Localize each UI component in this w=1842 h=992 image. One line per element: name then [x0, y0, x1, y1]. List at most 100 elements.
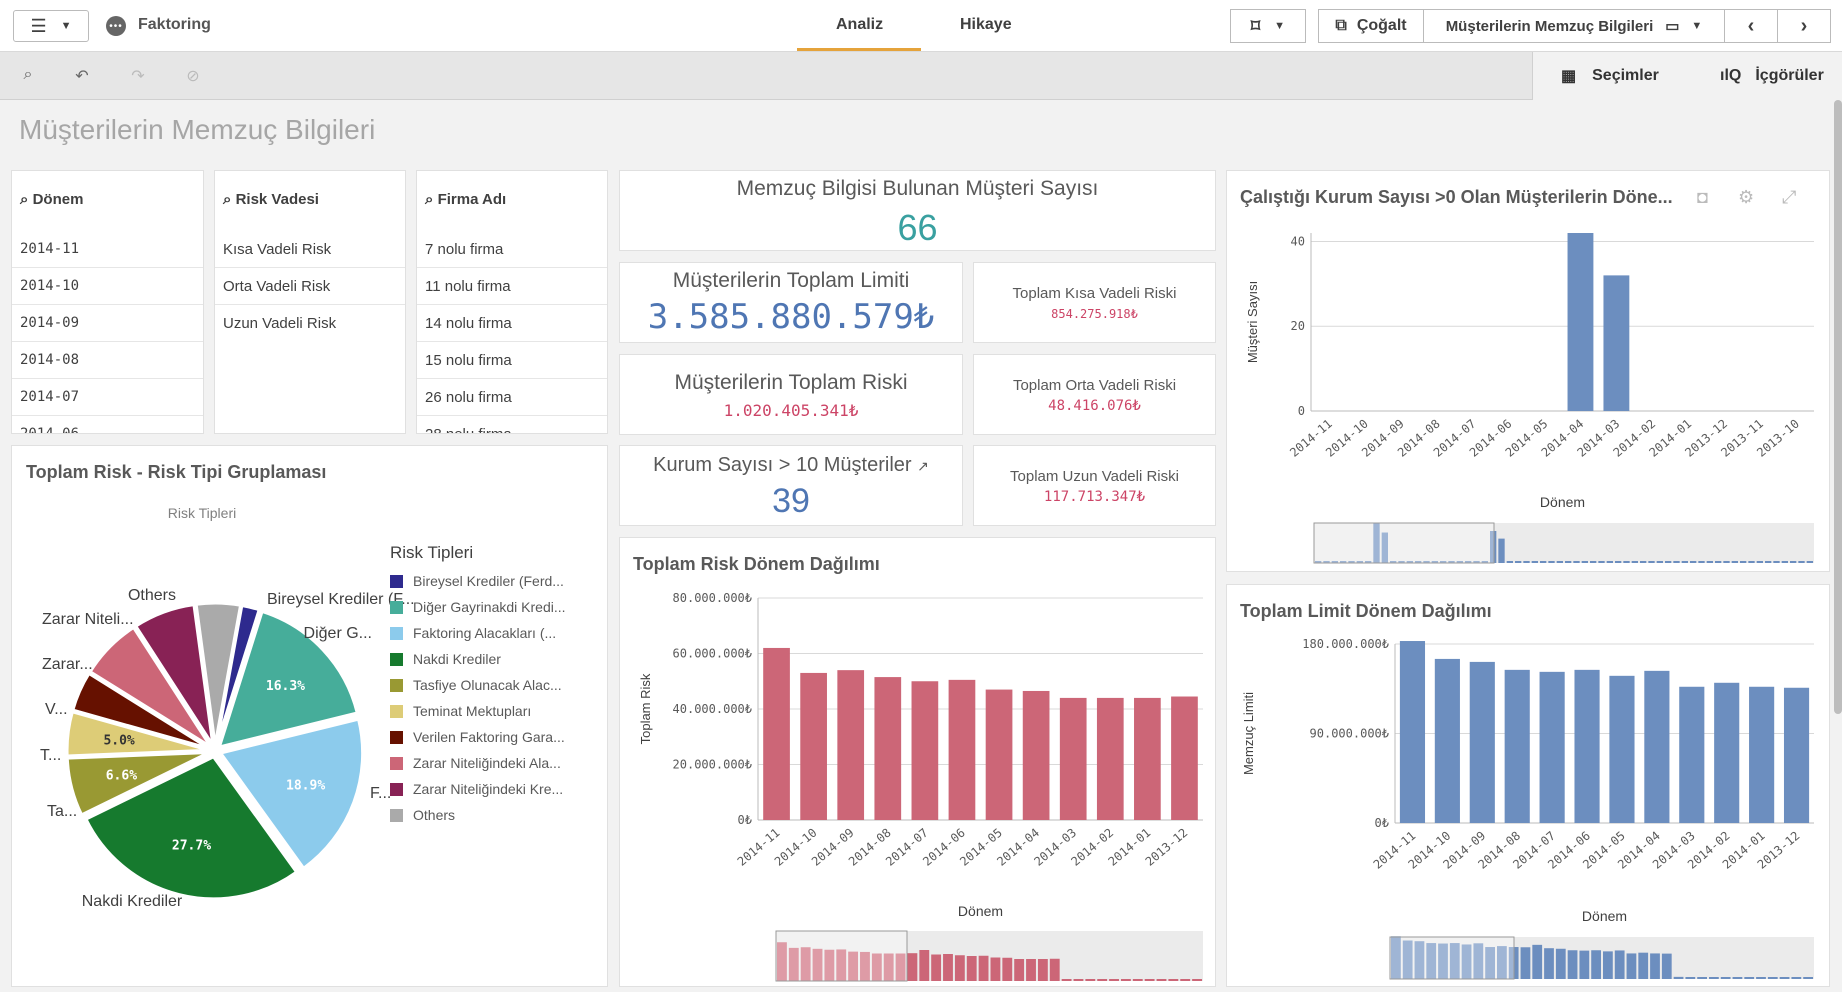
expand-icon[interactable]: ⤢ [1782, 187, 1797, 207]
pie-slice[interactable] [83, 754, 299, 901]
mini-chart-track[interactable] [1390, 937, 1814, 979]
legend-label[interactable]: Faktoring Alacakları (... [413, 625, 556, 641]
list-item[interactable]: 2014-11 [12, 231, 203, 268]
legend-label[interactable]: Diğer Gayrinakdi Kredi... [413, 599, 566, 615]
step-back-icon[interactable]: ↶ [75, 68, 89, 85]
risk-bar-chart[interactable]: 0₺ 20.000.000₺ 40.000.000₺ 60.000.000₺ 80.00… [620, 538, 1217, 988]
bar[interactable] [948, 679, 976, 820]
list-item[interactable]: 11 nolu firma [417, 268, 607, 305]
selections-button[interactable]: ▦ Seçimler [1532, 52, 1692, 100]
kpi-toplam-limit[interactable]: Müşterilerin Toplam Limiti 3.585.880.579… [619, 262, 963, 343]
bar[interactable] [1644, 670, 1670, 823]
limit-bar-chart[interactable]: 0₺90.000.000₺180.000.000₺2014-112014-102… [1227, 585, 1831, 988]
bar[interactable] [1783, 687, 1810, 823]
bar[interactable] [1749, 686, 1775, 823]
listbox-header[interactable]: ⌕ Risk Vadesi [223, 191, 319, 208]
previous-sheet-button[interactable]: ‹ [1724, 9, 1778, 43]
mini-chart-viewport[interactable] [1313, 522, 1495, 564]
bar[interactable] [1603, 275, 1630, 411]
listbox-firma-adi[interactable]: ⌕ Firma Adı 7 nolu firma 11 nolu firma 1… [416, 170, 608, 434]
legend-swatch[interactable] [390, 653, 403, 666]
legend-swatch[interactable] [390, 575, 403, 588]
bar[interactable] [800, 672, 827, 820]
bar[interactable] [985, 689, 1013, 820]
legend-label[interactable]: Nakdi Krediler [413, 651, 501, 667]
kpi-musteri-sayisi[interactable]: Memzuç Bilgisi Bulunan Müşteri Sayısı 66 [619, 170, 1216, 251]
legend-label[interactable]: Verilen Faktoring Gara... [413, 729, 565, 745]
list-item[interactable]: 26 nolu firma [417, 379, 607, 416]
limit-donem-panel[interactable]: Toplam Limit Dönem Dağılımı 0₺ 90.000.000… [1226, 584, 1830, 987]
risk-donem-panel[interactable]: Toplam Risk Dönem Dağılımı 0₺ 20.000.000₺… [619, 537, 1216, 987]
list-item[interactable]: Kısa Vadeli Risk [215, 231, 405, 268]
listbox-header[interactable]: ⌕ Dönem [20, 191, 83, 208]
list-item[interactable]: 14 nolu firma [417, 305, 607, 342]
legend-label[interactable]: Zarar Niteliğindeki Kre... [413, 781, 563, 797]
list-item[interactable]: Orta Vadeli Risk [215, 268, 405, 305]
list-item[interactable]: 2014-08 [12, 342, 203, 379]
pie-slice[interactable] [218, 717, 365, 871]
insights-button[interactable]: ılQ İçgörüler [1692, 52, 1842, 100]
bar[interactable] [1434, 658, 1460, 823]
bar[interactable] [1171, 696, 1198, 820]
bar[interactable] [1134, 697, 1161, 820]
external-link-icon[interactable]: ↗ [917, 458, 929, 474]
pie-slice[interactable] [88, 625, 212, 749]
listbox-header[interactable]: ⌕ Firma Adı [425, 191, 506, 208]
legend-swatch[interactable] [390, 809, 403, 822]
bar[interactable] [874, 677, 902, 820]
pie-slice[interactable] [194, 601, 243, 746]
legend-swatch[interactable] [390, 601, 403, 614]
smart-search-icon[interactable]: ⌕ [23, 66, 33, 83]
bar[interactable] [1679, 686, 1705, 823]
kpi-kisa-vadeli[interactable]: Toplam Kısa Vadeli Riski 854.275.918₺ [973, 262, 1216, 343]
tab-hikaye[interactable]: Hikaye [960, 16, 1012, 33]
next-sheet-button[interactable]: › [1777, 9, 1831, 43]
kpi-toplam-risk[interactable]: Müşterilerin Toplam Riski 1.020.405.341₺ [619, 354, 963, 435]
bar[interactable] [763, 647, 790, 820]
kpi-kurum-sayisi[interactable]: Kurum Sayısı > 10 Müşteriler ↗ 39 [619, 445, 963, 526]
legend-swatch[interactable] [390, 627, 403, 640]
bar[interactable] [1059, 697, 1087, 820]
bar[interactable] [837, 670, 865, 820]
list-item[interactable]: 2014-06 [12, 416, 203, 433]
mini-chart-viewport[interactable] [1389, 936, 1515, 980]
bar[interactable] [1469, 661, 1495, 823]
bar[interactable] [1022, 690, 1050, 820]
bar[interactable] [1399, 641, 1426, 823]
page-scrollbar[interactable] [1834, 100, 1842, 714]
sheet-selector[interactable]: Müşterilerin Memzuç Bilgileri ▭ ▼ [1423, 9, 1725, 43]
mini-chart-viewport[interactable] [775, 930, 908, 982]
listbox-donem[interactable]: ⌕ Dönem 2014-11 2014-10 2014-09 2014-08 … [11, 170, 204, 434]
pie-chart-panel[interactable]: Toplam Risk - Risk Tipi Gruplaması Risk … [11, 445, 608, 987]
list-item[interactable]: 7 nolu firma [417, 231, 607, 268]
list-item[interactable]: 15 nolu firma [417, 342, 607, 379]
kpi-uzun-vadeli[interactable]: Toplam Uzun Vadeli Riski 117.713.347₺ [973, 445, 1216, 526]
tab-analiz[interactable]: Analiz [836, 16, 884, 33]
pie-slice[interactable] [133, 602, 215, 747]
bar[interactable] [1539, 671, 1565, 823]
pie-slice[interactable] [65, 750, 210, 817]
mini-chart-track[interactable] [1314, 523, 1814, 563]
listbox-risk-vadesi[interactable]: ⌕ Risk Vadesi Kısa Vadeli Risk Orta Vade… [214, 170, 406, 434]
bar[interactable] [1609, 675, 1635, 823]
list-item[interactable]: 28 nolu firma [417, 416, 607, 434]
legend-swatch[interactable] [390, 679, 403, 692]
legend-label[interactable]: Bireysel Krediler (Ferd... [413, 573, 564, 589]
legend-label[interactable]: Teminat Mektupları [413, 703, 531, 719]
bar[interactable] [1574, 669, 1600, 823]
legend-swatch[interactable] [390, 757, 403, 770]
step-forward-icon[interactable]: ↷ [131, 68, 145, 85]
mini-chart-track[interactable] [776, 931, 1203, 981]
kurum-bar-chart[interactable]: 020402014-112014-102014-092014-082014-07… [1227, 171, 1831, 573]
legend-label[interactable]: Zarar Niteliğindeki Ala... [413, 755, 561, 771]
pie-slice[interactable] [70, 671, 211, 751]
bar[interactable] [911, 681, 939, 820]
bar[interactable] [1714, 682, 1740, 823]
pie-slice[interactable] [65, 709, 210, 758]
legend-swatch[interactable] [390, 731, 403, 744]
legend-label[interactable]: Others [413, 807, 455, 823]
list-item[interactable]: 2014-09 [12, 305, 203, 342]
pie-chart[interactable]: Risk Tipleri Bireysel Krediler (F... 16.3%… [12, 446, 609, 966]
clear-selections-icon[interactable]: ⊘ [186, 68, 200, 85]
bar[interactable] [1567, 233, 1594, 411]
